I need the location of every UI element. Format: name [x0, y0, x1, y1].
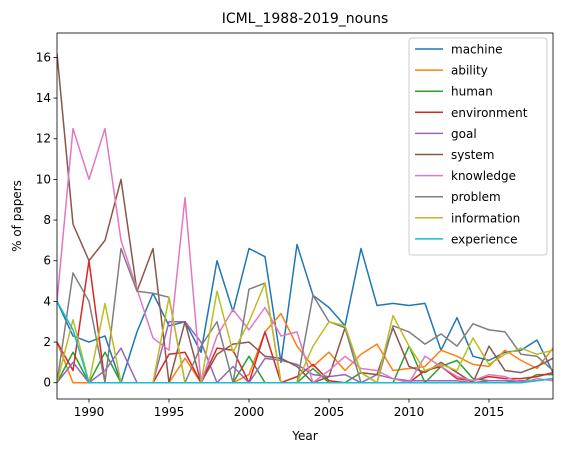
y-tick-label: 14 [36, 91, 51, 105]
x-axis-label: Year [291, 429, 317, 443]
x-tick-label: 1995 [154, 405, 185, 419]
legend-label-environment: environment [451, 106, 528, 120]
y-tick-label: 0 [43, 376, 51, 390]
plot-frame [56, 32, 554, 400]
x-tick-label: 2000 [234, 405, 265, 419]
series-line-system [57, 53, 553, 384]
x-tick-label: 2015 [474, 405, 505, 419]
x-tick-label: 2010 [394, 405, 425, 419]
legend-label-problem: problem [451, 190, 501, 204]
axes: 1990 1995 2000 2005 2010 2015 0 2 4 6 8 10 12 14 16 [36, 32, 554, 419]
y-tick-label: 4 [43, 294, 51, 308]
x-tick-label: 1990 [74, 405, 105, 419]
legend-label-system: system [451, 148, 494, 162]
series-line-information [57, 282, 553, 384]
legend-label-experience: experience [451, 232, 518, 246]
y-axis-label: % of papers [10, 180, 24, 252]
legend-label-machine: machine [451, 43, 503, 57]
series-line-experience [57, 301, 553, 384]
y-tick-label: 8 [43, 213, 51, 227]
legend-label-ability: ability [451, 64, 488, 78]
series-layer [57, 53, 553, 384]
legend-label-goal: goal [451, 127, 477, 141]
series-line-problem [57, 247, 553, 384]
legend-label-information: information [451, 211, 520, 225]
series-line-machine [57, 243, 553, 384]
legend: machine ability human environment goal system… [408, 37, 548, 256]
y-tick-label: 12 [36, 132, 51, 146]
y-tick-label: 6 [43, 254, 51, 268]
series-line-knowledge [57, 127, 553, 384]
legend-label-human: human [451, 85, 493, 99]
chart-title: ICML_1988-2019_nouns [222, 11, 389, 27]
y-tick-label: 2 [43, 335, 51, 349]
y-tick-label: 10 [36, 172, 51, 186]
legend-box [408, 37, 548, 256]
y-tick-label: 16 [36, 50, 51, 64]
legend-label-knowledge: knowledge [451, 169, 516, 183]
x-tick-label: 2005 [314, 405, 345, 419]
